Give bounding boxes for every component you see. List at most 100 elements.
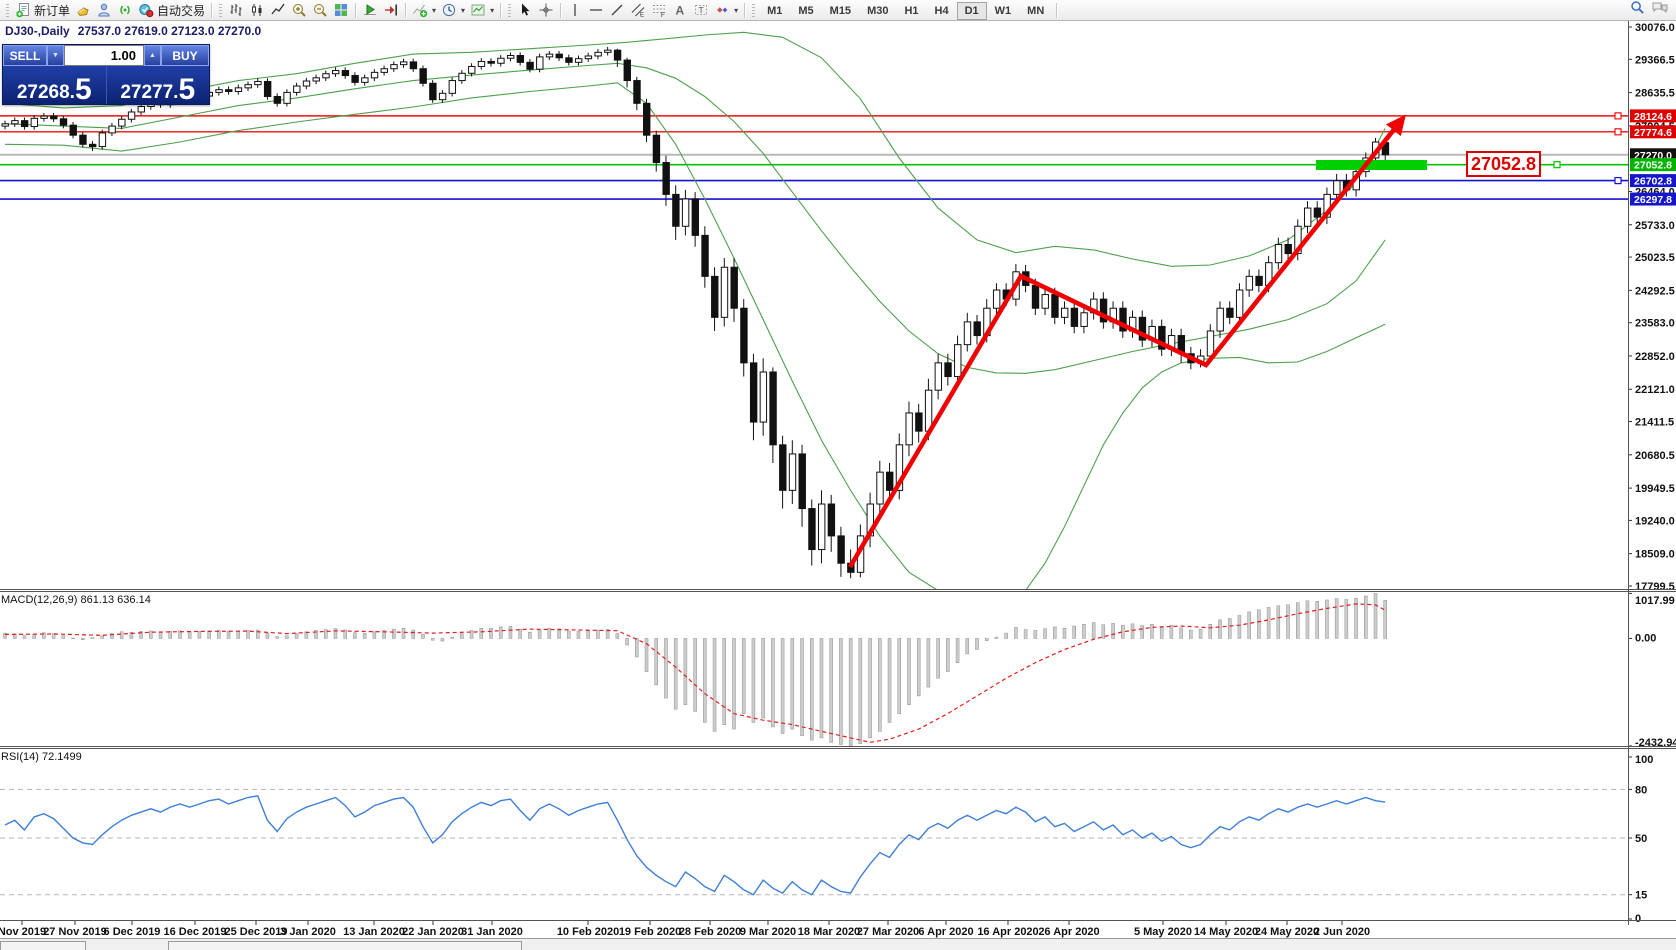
svg-text:80: 80 xyxy=(1635,784,1647,796)
bar-chart-button[interactable] xyxy=(226,1,246,19)
buy-price-main: 27277. xyxy=(120,82,179,103)
text-label-button[interactable]: T xyxy=(691,1,711,19)
sell-price-main: 27268. xyxy=(16,82,75,103)
arrows-icon xyxy=(714,2,730,18)
template-button[interactable]: ▾ xyxy=(468,1,496,19)
svg-text:14 May 2020: 14 May 2020 xyxy=(1194,926,1258,938)
toolbar-separator xyxy=(500,2,502,18)
indicators-icon xyxy=(412,2,428,18)
toolbar-grip[interactable] xyxy=(219,3,223,17)
trendline-icon xyxy=(609,2,625,18)
periods-dropdown-caret[interactable]: ▾ xyxy=(461,5,466,15)
timeframe-M30[interactable]: M30 xyxy=(867,5,889,17)
toolbar-separator xyxy=(560,2,562,18)
zoom-out-button[interactable] xyxy=(310,1,330,19)
timeframe-M5[interactable]: M5 xyxy=(798,5,814,17)
zoom-in-button[interactable] xyxy=(289,1,309,19)
buy-button[interactable]: BUY xyxy=(161,45,209,66)
text-button[interactable]: A xyxy=(670,1,690,19)
auto-scroll-icon xyxy=(362,2,378,18)
periods-button[interactable]: ▾ xyxy=(439,1,467,19)
toolbar-grip[interactable] xyxy=(752,3,756,17)
toolbar: 新订单 自动交易 xyxy=(0,0,1676,21)
svg-text:Nov 2019: Nov 2019 xyxy=(0,926,46,938)
price-callout[interactable]: 27052.8 xyxy=(1466,151,1541,177)
trendline-button[interactable] xyxy=(607,1,627,19)
line-chart-button[interactable] xyxy=(268,1,288,19)
search-icon[interactable] xyxy=(1630,0,1645,20)
cursor-button[interactable] xyxy=(515,1,535,19)
svg-text:28635.5: 28635.5 xyxy=(1635,88,1675,100)
text-icon: A xyxy=(672,2,688,18)
svg-text:25 Dec 2019: 25 Dec 2019 xyxy=(225,926,288,938)
new-order-button[interactable]: 新订单 xyxy=(13,1,72,19)
svg-text:27052.8: 27052.8 xyxy=(1634,160,1672,172)
sell-button[interactable]: SELL xyxy=(3,45,47,66)
tile-windows-button[interactable] xyxy=(331,1,351,19)
timeframe-M15[interactable]: M15 xyxy=(829,5,852,17)
timeframe-M1[interactable]: M1 xyxy=(767,5,783,17)
toolbar-grip[interactable] xyxy=(6,3,9,17)
timeframe-H4[interactable]: H4 xyxy=(934,5,949,17)
svg-text:50: 50 xyxy=(1635,833,1647,845)
toolbar-grip[interactable] xyxy=(508,3,512,17)
svg-text:17799.5: 17799.5 xyxy=(1635,581,1675,593)
contacts-button[interactable] xyxy=(94,1,114,19)
arrows-button[interactable]: ▾ xyxy=(712,1,740,19)
candlestick-chart-button[interactable] xyxy=(247,1,267,19)
auto-scroll-button[interactable] xyxy=(360,1,380,19)
lot-decrease-button[interactable]: ▼ xyxy=(47,45,64,66)
svg-text:26702.8: 26702.8 xyxy=(1634,176,1672,188)
timeframe-W1[interactable]: W1 xyxy=(994,5,1012,17)
toolbar-separator xyxy=(211,2,213,18)
indicators-button[interactable]: ▾ xyxy=(410,1,438,19)
lot-size-input[interactable]: 1.00 xyxy=(64,45,144,66)
equidistant-channel-button[interactable]: E xyxy=(628,1,648,19)
svg-text:13 Jan 2020: 13 Jan 2020 xyxy=(343,926,405,938)
chart-shift-icon xyxy=(383,2,399,18)
timeframe-H1[interactable]: H1 xyxy=(904,5,919,17)
new-order-label: 新订单 xyxy=(34,3,71,18)
crosshair-button[interactable] xyxy=(536,1,556,19)
contacts-icon xyxy=(96,2,112,18)
svg-text:3 Jan 2020: 3 Jan 2020 xyxy=(280,926,336,938)
fibonacci-button[interactable]: F xyxy=(649,1,669,19)
signal-button[interactable] xyxy=(115,1,135,19)
status-bar xyxy=(0,938,1676,950)
chat-icon[interactable] xyxy=(1651,0,1669,20)
template-dropdown-caret[interactable]: ▾ xyxy=(490,5,495,15)
toolbar-separator xyxy=(1056,2,1058,18)
svg-text:18 Mar 2020: 18 Mar 2020 xyxy=(798,926,860,938)
buy-price[interactable]: 27277. 5 xyxy=(105,66,210,104)
svg-text:6 Dec 2019: 6 Dec 2019 xyxy=(104,926,161,938)
svg-text:19949.5: 19949.5 xyxy=(1635,483,1675,495)
svg-text:A: A xyxy=(676,4,685,18)
svg-text:28 Feb 2020: 28 Feb 2020 xyxy=(679,926,741,938)
new-order-icon xyxy=(15,2,31,18)
svg-text:27774.6: 27774.6 xyxy=(1634,127,1672,139)
sell-price[interactable]: 27268. 5 xyxy=(3,66,106,104)
vertical-line-button[interactable] xyxy=(565,1,585,19)
svg-text:19240.0: 19240.0 xyxy=(1635,515,1675,527)
svg-text:10 Feb 2020: 10 Feb 2020 xyxy=(557,926,619,938)
arrows-dropdown-caret[interactable]: ▾ xyxy=(734,5,739,15)
chart-shift-button[interactable] xyxy=(381,1,401,19)
autotrade-icon xyxy=(138,2,154,18)
chart-ohlc-values: 27537.0 27619.0 27123.0 27270.0 xyxy=(77,24,262,38)
autotrade-button[interactable]: 自动交易 xyxy=(136,1,207,19)
svg-text:22121.0: 22121.0 xyxy=(1635,384,1675,396)
horizontal-line-button[interactable] xyxy=(586,1,606,19)
lot-increase-button[interactable]: ▲ xyxy=(144,45,161,66)
indicators-dropdown-caret[interactable]: ▾ xyxy=(432,5,437,15)
depth-of-market-button[interactable] xyxy=(73,1,93,19)
template-icon xyxy=(470,2,486,18)
timeframe-D1[interactable]: D1 xyxy=(956,2,987,20)
svg-text:0: 0 xyxy=(1635,913,1641,925)
text-label-icon: T xyxy=(693,2,709,18)
svg-text:22852.0: 22852.0 xyxy=(1635,351,1675,363)
svg-text:5 May 2020: 5 May 2020 xyxy=(1134,926,1192,938)
line-chart-icon xyxy=(270,2,286,18)
crosshair-icon xyxy=(538,2,554,18)
timeframe-MN[interactable]: MN xyxy=(1027,5,1045,17)
